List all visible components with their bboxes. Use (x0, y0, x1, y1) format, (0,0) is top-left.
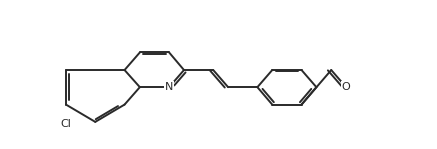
Text: O: O (342, 82, 350, 92)
Text: N: N (165, 82, 173, 92)
Text: Cl: Cl (60, 119, 71, 129)
